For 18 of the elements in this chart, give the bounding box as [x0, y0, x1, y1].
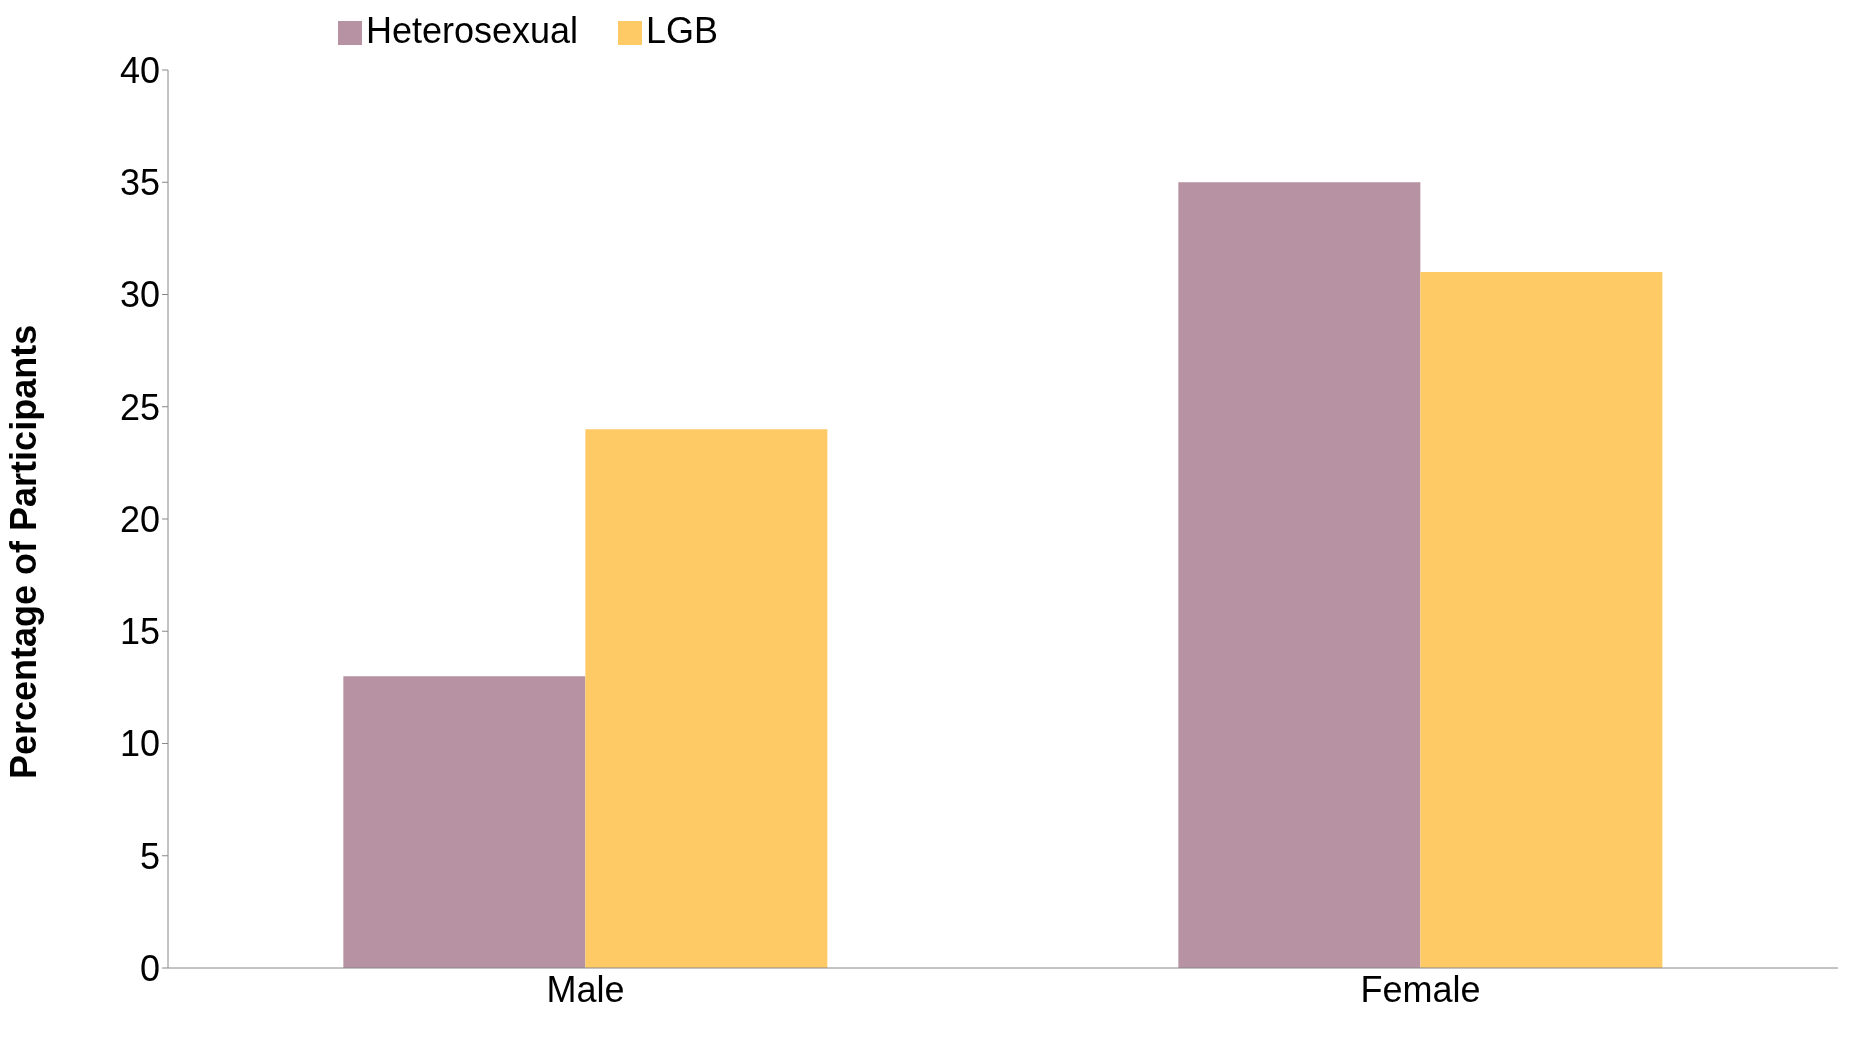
y-tick-label: 15 — [119, 611, 160, 653]
bar — [343, 676, 586, 968]
x-tick-label: Male — [546, 968, 625, 1010]
y-tick-label: 30 — [119, 274, 160, 316]
y-tick-label: 35 — [119, 162, 160, 204]
x-tick-label: Female — [1360, 968, 1481, 1010]
y-tick-label: 25 — [119, 386, 160, 428]
bar — [585, 429, 828, 968]
bar — [1420, 272, 1663, 968]
bar — [1178, 182, 1421, 968]
y-tick-label: 0 — [139, 947, 160, 989]
legend-label: Heterosexual — [365, 10, 579, 51]
legend-label: LGB — [646, 10, 719, 51]
y-axis-title: Percentage of Participants — [2, 324, 44, 779]
y-tick-label: 5 — [139, 835, 160, 877]
y-tick-label: 20 — [119, 498, 160, 540]
y-tick-label: 10 — [119, 723, 160, 765]
y-tick-label: 40 — [119, 49, 160, 91]
